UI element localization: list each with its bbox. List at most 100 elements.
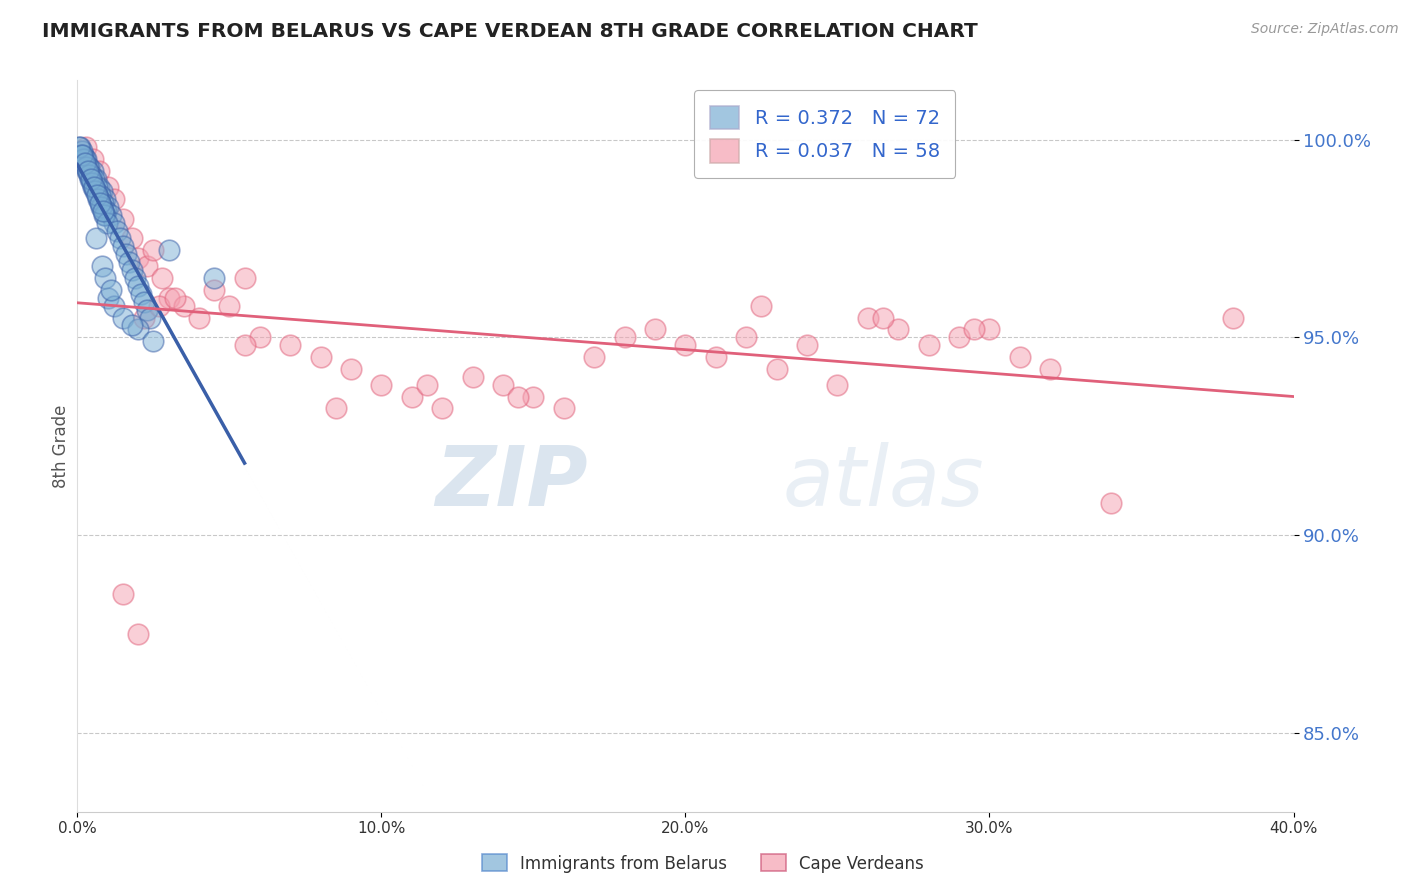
Point (82, 164, 104, 178)
Point (89, 188, 111, 202)
Point (91, 203, 114, 218)
Point (90, 259, 112, 273)
Point (111, 310, 134, 325)
Point (111, 587, 134, 601)
Point (80, 168, 103, 182)
Point (100, 208, 122, 222)
Point (100, 283, 122, 297)
Point (157, 244, 180, 258)
Text: Source: ZipAtlas.com: Source: ZipAtlas.com (1251, 22, 1399, 37)
Point (370, 377, 392, 392)
Point (278, 338, 301, 352)
Point (111, 211, 134, 226)
Point (139, 310, 162, 325)
Point (127, 627, 149, 641)
Point (948, 330, 970, 344)
Point (827, 377, 849, 392)
Point (90, 184, 112, 198)
Point (522, 390, 544, 404)
Point (96, 203, 118, 218)
Point (73, 156, 96, 170)
Point (340, 362, 363, 376)
Point (142, 244, 165, 258)
Text: ZIP: ZIP (436, 442, 588, 523)
Point (77, 161, 100, 175)
Point (735, 330, 758, 344)
Point (93, 208, 115, 222)
Point (84, 184, 107, 198)
Point (796, 338, 818, 352)
Point (704, 350, 727, 364)
Point (97, 180, 120, 194)
Point (80, 176, 103, 190)
Point (1039, 362, 1062, 376)
Point (918, 338, 941, 352)
Point (93, 192, 115, 206)
Point (83, 180, 105, 194)
Point (75, 140, 97, 154)
Text: IMMIGRANTS FROM BELARUS VS CAPE VERDEAN 8TH GRADE CORRELATION CHART: IMMIGRANTS FROM BELARUS VS CAPE VERDEAN … (42, 22, 979, 41)
Point (108, 231, 131, 245)
Y-axis label: 8th Grade: 8th Grade (52, 404, 70, 488)
Point (103, 216, 125, 230)
Point (79, 161, 101, 175)
Point (751, 299, 773, 313)
Point (461, 369, 484, 384)
Point (127, 251, 149, 265)
Point (401, 390, 423, 404)
Point (93, 271, 115, 285)
Point (233, 338, 256, 352)
Point (89, 195, 111, 210)
Point (856, 310, 879, 325)
Point (70, 148, 93, 162)
Legend: R = 0.372   N = 72, R = 0.037   N = 58: R = 0.372 N = 72, R = 0.037 N = 58 (695, 90, 956, 178)
Point (872, 310, 894, 325)
Point (82, 180, 104, 194)
Point (583, 350, 606, 364)
Point (979, 322, 1001, 336)
Point (118, 255, 141, 269)
Point (70, 148, 93, 162)
Point (136, 302, 159, 317)
Point (134, 310, 156, 325)
Point (91, 195, 114, 210)
Point (233, 271, 256, 285)
Point (492, 377, 515, 392)
Point (134, 294, 156, 309)
Point (103, 299, 125, 313)
Point (69, 140, 91, 154)
Point (76, 164, 98, 178)
Point (73, 156, 96, 170)
Point (75, 161, 97, 175)
Point (87, 164, 110, 178)
Point (94, 208, 117, 222)
Point (72, 153, 94, 167)
Point (765, 362, 787, 376)
Point (72, 148, 94, 162)
Point (124, 271, 146, 285)
Point (77, 168, 100, 182)
Point (87, 192, 110, 206)
Point (644, 322, 666, 336)
Point (121, 231, 143, 245)
Point (127, 278, 149, 293)
Point (115, 247, 138, 261)
Point (105, 223, 128, 237)
Point (136, 259, 159, 273)
Point (90, 200, 112, 214)
Point (173, 299, 195, 313)
Point (508, 390, 530, 404)
Point (887, 322, 910, 336)
Point (87, 180, 110, 194)
Point (70, 145, 93, 159)
Point (202, 283, 225, 297)
Point (157, 291, 180, 305)
Point (83, 172, 105, 186)
Point (82, 153, 104, 167)
Point (309, 350, 332, 364)
Point (163, 291, 186, 305)
Point (67, 140, 90, 154)
Point (325, 401, 347, 416)
Point (75, 153, 97, 167)
Point (148, 299, 170, 313)
